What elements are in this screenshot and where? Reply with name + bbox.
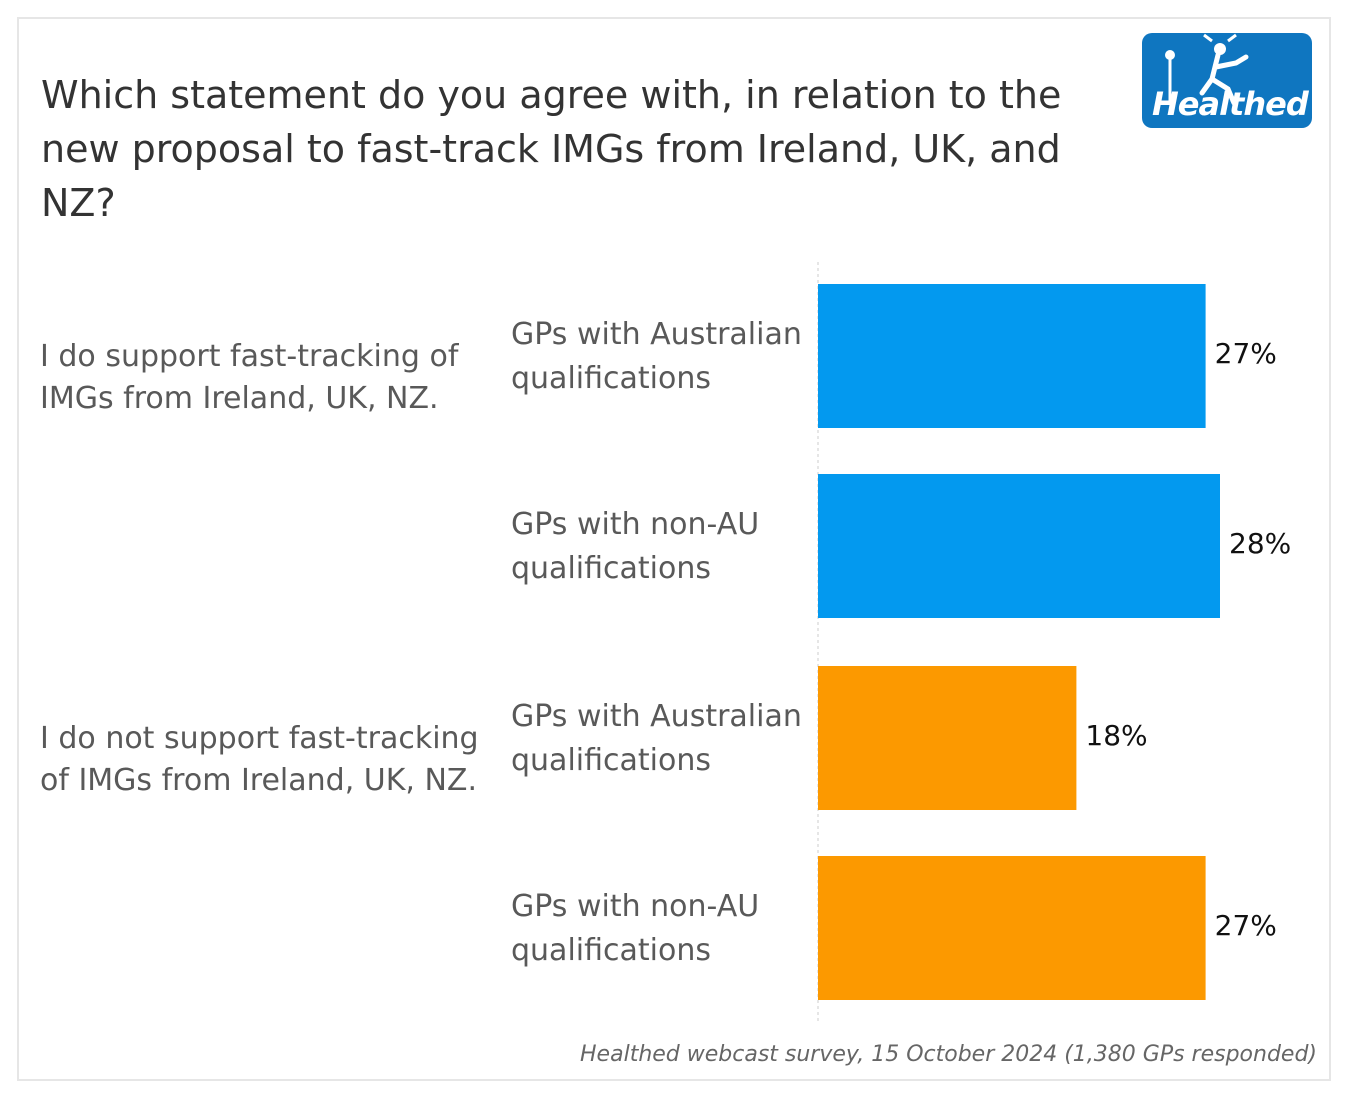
group-label-support: I do support fast-tracking of IMGs from … xyxy=(40,339,459,416)
value-label: 27% xyxy=(1214,909,1277,942)
bar-support-au xyxy=(818,284,1206,428)
chart-title: Which statement do you agree with, in re… xyxy=(41,73,1062,225)
value-label: 18% xyxy=(1085,719,1148,752)
value-label: 28% xyxy=(1229,527,1292,560)
chart-frame xyxy=(17,17,1331,1081)
category-label: GPs with Australian qualifications xyxy=(511,699,802,778)
bar-not-support-au xyxy=(818,666,1077,810)
group-label-not-support: I do not support fast-tracking of IMGs f… xyxy=(40,721,479,798)
bar-not-support-non-au xyxy=(818,856,1206,1000)
value-label: 27% xyxy=(1214,337,1277,370)
source-note: Healthed webcast survey, 15 October 2024… xyxy=(580,1042,1317,1067)
category-label: GPs with non-AU qualifications xyxy=(511,889,760,968)
category-label: GPs with Australian qualifications xyxy=(511,317,802,396)
healthed-logo: Healthed xyxy=(1142,33,1312,128)
category-label: GPs with non-AU qualifications xyxy=(511,507,760,586)
hermes-figure-icon xyxy=(1165,33,1249,106)
bar-support-non-au xyxy=(818,474,1220,618)
logo-text: Healthed xyxy=(1152,85,1309,123)
